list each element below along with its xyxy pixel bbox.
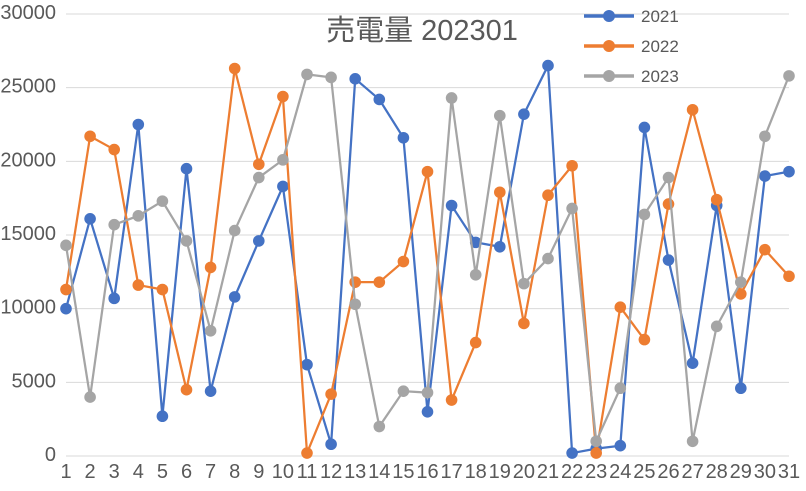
svg-text:6: 6	[181, 461, 192, 483]
svg-text:12: 12	[320, 461, 342, 483]
svg-text:26: 26	[657, 461, 679, 483]
svg-text:17: 17	[440, 461, 462, 483]
svg-text:5: 5	[157, 461, 168, 483]
svg-text:30000: 30000	[0, 2, 56, 24]
svg-text:31: 31	[778, 461, 800, 483]
svg-text:21: 21	[537, 461, 559, 483]
svg-text:24: 24	[609, 461, 631, 483]
svg-text:30: 30	[754, 461, 776, 483]
svg-text:25000: 25000	[0, 76, 56, 98]
svg-text:4: 4	[133, 461, 144, 483]
svg-text:19: 19	[489, 461, 511, 483]
svg-text:2: 2	[85, 461, 96, 483]
svg-text:25: 25	[633, 461, 655, 483]
svg-text:8: 8	[229, 461, 240, 483]
svg-text:売電量 202301: 売電量 202301	[326, 14, 518, 47]
svg-text:10: 10	[272, 461, 294, 483]
svg-text:15: 15	[392, 461, 414, 483]
svg-text:20000: 20000	[0, 149, 56, 171]
svg-text:23: 23	[585, 461, 607, 483]
svg-text:5000: 5000	[12, 370, 57, 392]
svg-text:27: 27	[681, 461, 703, 483]
svg-text:29: 29	[730, 461, 752, 483]
svg-text:9: 9	[253, 461, 264, 483]
svg-text:11: 11	[297, 461, 318, 483]
svg-text:2023: 2023	[641, 67, 679, 86]
svg-text:2022: 2022	[641, 37, 679, 56]
svg-text:22: 22	[561, 461, 583, 483]
svg-text:14: 14	[368, 461, 390, 483]
svg-text:10000: 10000	[0, 297, 56, 319]
svg-text:0: 0	[45, 444, 56, 466]
svg-text:2021: 2021	[641, 7, 679, 26]
svg-text:18: 18	[465, 461, 487, 483]
svg-text:28: 28	[706, 461, 728, 483]
svg-text:3: 3	[109, 461, 120, 483]
svg-text:15000: 15000	[0, 223, 56, 245]
svg-text:20: 20	[513, 461, 535, 483]
svg-text:7: 7	[205, 461, 216, 483]
svg-text:13: 13	[344, 461, 366, 483]
svg-text:16: 16	[416, 461, 438, 483]
svg-text:1: 1	[60, 461, 71, 483]
